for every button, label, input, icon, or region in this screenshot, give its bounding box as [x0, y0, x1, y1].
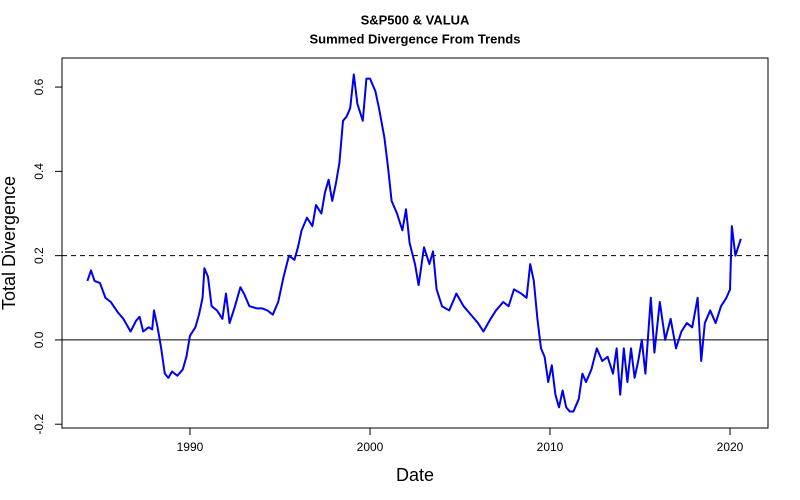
y-tick-label: 0.2 — [32, 247, 46, 264]
y-tick-label: 0.4 — [32, 163, 46, 180]
y-tick-label: -0.2 — [32, 414, 46, 435]
chart-subtitle: Summed Divergence From Trends — [310, 31, 521, 46]
x-tick-label: 2010 — [537, 440, 564, 454]
x-axis-title: Date — [396, 465, 434, 485]
chart-title: S&P500 & VALUA — [361, 12, 470, 27]
x-tick-label: 1990 — [177, 440, 204, 454]
x-tick-label: 2020 — [717, 440, 744, 454]
x-tick-label: 2000 — [357, 440, 384, 454]
y-tick-label: 0.6 — [32, 78, 46, 95]
data-line — [86, 73, 742, 413]
y-axis-title: Total Divergence — [0, 176, 19, 310]
plot-frame — [61, 57, 769, 429]
y-tick-label: 0.0 — [32, 331, 46, 348]
